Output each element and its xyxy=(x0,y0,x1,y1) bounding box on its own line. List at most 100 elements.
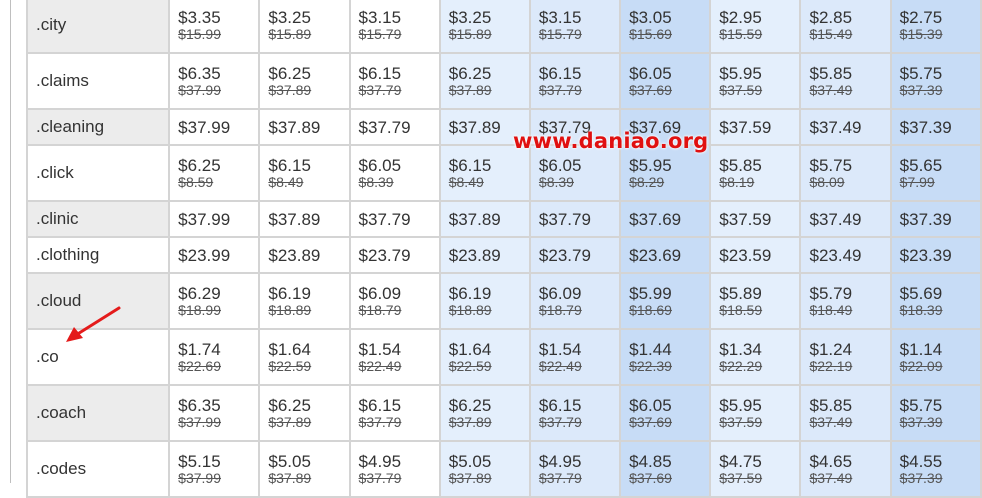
price-cell: $1.14 $22.09 xyxy=(889,328,982,386)
price-cell: $1.34 $22.29 xyxy=(709,328,802,386)
pricing-table-body: .city $3.35 $15.99 $3.25 $15.89 $3.15 $15.79 $3… xyxy=(25,0,982,498)
discount-price: $4.65 xyxy=(809,452,853,471)
table-row: .codes $5.15 $37.99 $5.05 $37.89 $4.95 $37.79 $… xyxy=(25,440,982,498)
discount-price: $5.65 xyxy=(899,156,943,175)
table-row: .click $6.25 $8.59 $6.15 $8.49 $6.05 $8.39 $6.1… xyxy=(25,144,982,202)
price-cell: $4.85 $37.69 xyxy=(619,440,712,498)
discount-price: $3.25 xyxy=(448,8,492,27)
discount-price: $1.14 xyxy=(899,340,943,359)
original-price-strikethrough: $7.99 xyxy=(899,174,935,190)
price-cell: $4.55 $37.39 xyxy=(889,440,982,498)
discount-price: $1.54 xyxy=(538,340,582,359)
table-row: .cloud $6.29 $18.99 $6.19 $18.89 $6.09 $18.79 $… xyxy=(25,272,982,330)
price-cell: $37.89 xyxy=(438,108,531,146)
price-cell: $1.44 $22.39 xyxy=(619,328,712,386)
discount-price: $6.09 xyxy=(538,284,582,303)
discount-price: $37.99 xyxy=(178,117,231,137)
price-cell: $37.59 xyxy=(709,108,802,146)
discount-price: $37.89 xyxy=(268,209,321,229)
discount-price: $2.85 xyxy=(809,8,853,27)
original-price-strikethrough: $22.09 xyxy=(899,358,943,374)
price-cell: $6.09 $18.79 xyxy=(348,272,441,330)
discount-price: $5.85 xyxy=(809,396,853,415)
original-price-strikethrough: $22.59 xyxy=(448,358,492,374)
price-cell: $6.35 $37.99 xyxy=(168,384,261,442)
discount-price: $6.05 xyxy=(358,156,402,175)
discount-price: $5.85 xyxy=(719,156,762,175)
original-price-strikethrough: $37.69 xyxy=(629,470,672,486)
price-cell: $6.19 $18.89 xyxy=(438,272,531,330)
original-price-strikethrough: $37.99 xyxy=(178,414,221,430)
original-price-strikethrough: $37.89 xyxy=(268,470,312,486)
original-price-strikethrough: $18.39 xyxy=(899,302,943,318)
price-cell: $37.49 xyxy=(799,108,892,146)
price-cell: $37.49 xyxy=(799,200,892,238)
discount-price: $3.15 xyxy=(538,8,582,27)
original-price-strikethrough: $18.79 xyxy=(358,302,402,318)
discount-price: $6.15 xyxy=(268,156,311,175)
original-price-strikethrough: $22.49 xyxy=(358,358,402,374)
original-price-strikethrough: $8.39 xyxy=(358,174,394,190)
discount-price: $23.99 xyxy=(178,245,231,265)
price-cell: $1.64 $22.59 xyxy=(258,328,351,386)
discount-price: $4.95 xyxy=(538,452,582,471)
price-cell: $5.79 $18.49 xyxy=(799,272,892,330)
discount-price: $37.49 xyxy=(809,209,862,229)
original-price-strikethrough: $37.89 xyxy=(268,414,312,430)
discount-price: $6.19 xyxy=(268,284,311,303)
arrow-shaft xyxy=(74,306,121,337)
price-cell: $37.79 xyxy=(528,108,622,146)
original-price-strikethrough: $37.49 xyxy=(809,82,853,98)
discount-price: $37.39 xyxy=(899,117,952,137)
original-price-strikethrough: $37.39 xyxy=(899,470,943,486)
tld-name-cell: .cleaning xyxy=(25,108,171,146)
discount-price: $1.64 xyxy=(448,340,492,359)
discount-price: $5.79 xyxy=(809,284,853,303)
discount-price: $5.75 xyxy=(809,156,853,175)
price-cell: $2.95 $15.59 xyxy=(709,0,802,54)
price-cell: $4.95 $37.79 xyxy=(348,440,441,498)
discount-price: $37.49 xyxy=(809,117,862,137)
discount-price: $23.79 xyxy=(358,245,411,265)
price-cell: $5.95 $8.29 xyxy=(619,144,712,202)
discount-price: $37.59 xyxy=(719,117,772,137)
original-price-strikethrough: $18.89 xyxy=(268,302,312,318)
price-cell: $5.99 $18.69 xyxy=(619,272,712,330)
discount-price: $6.29 xyxy=(178,284,221,303)
original-price-strikethrough: $37.89 xyxy=(448,82,492,98)
original-price-strikethrough: $15.79 xyxy=(358,26,402,42)
original-price-strikethrough: $37.59 xyxy=(719,82,763,98)
discount-price: $23.79 xyxy=(538,245,591,265)
price-cell: $6.15 $37.79 xyxy=(348,52,441,110)
price-cell: $37.69 xyxy=(619,200,712,238)
price-cell: $6.25 $37.89 xyxy=(258,52,351,110)
tld-name-cell: .clinic xyxy=(25,200,171,238)
discount-price: $6.15 xyxy=(538,64,582,83)
discount-price: $5.99 xyxy=(629,284,672,303)
price-cell: $3.25 $15.89 xyxy=(438,0,531,54)
tld-name-cell: .city xyxy=(25,0,171,54)
watermark-text: www.daniao.org xyxy=(513,129,709,153)
original-price-strikethrough: $37.59 xyxy=(719,470,763,486)
original-price-strikethrough: $15.49 xyxy=(809,26,853,42)
price-cell: $23.39 xyxy=(889,236,982,274)
price-cell: $23.59 xyxy=(709,236,802,274)
discount-price: $1.74 xyxy=(178,340,221,359)
original-price-strikethrough: $18.99 xyxy=(178,302,221,318)
price-cell: $3.25 $15.89 xyxy=(258,0,351,54)
discount-price: $1.24 xyxy=(809,340,853,359)
original-price-strikethrough: $37.89 xyxy=(268,82,312,98)
price-cell: $23.79 xyxy=(348,236,441,274)
discount-price: $6.05 xyxy=(629,64,672,83)
discount-price: $37.99 xyxy=(178,209,231,229)
price-cell: $2.75 $15.39 xyxy=(889,0,982,54)
price-cell: $6.05 $8.39 xyxy=(348,144,441,202)
original-price-strikethrough: $22.49 xyxy=(538,358,582,374)
tld-name-cell: .coach xyxy=(25,384,171,442)
discount-price: $6.35 xyxy=(178,396,221,415)
original-price-strikethrough: $8.39 xyxy=(538,174,574,190)
discount-price: $37.69 xyxy=(629,209,682,229)
discount-price: $2.75 xyxy=(899,8,943,27)
discount-price: $5.75 xyxy=(899,64,943,83)
domain-pricing-table: .city $3.35 $15.99 $3.25 $15.89 $3.15 $15.79 $3… xyxy=(25,0,982,498)
